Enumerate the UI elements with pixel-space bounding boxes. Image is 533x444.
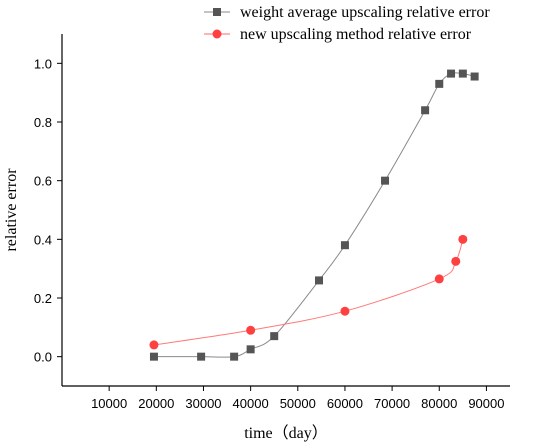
- data-point-weight-average: [447, 69, 456, 78]
- y-tick-label: 0.2: [34, 291, 52, 306]
- x-tick-label: 40000: [233, 396, 269, 411]
- series-layer: [149, 69, 479, 361]
- data-point-weight-average: [197, 352, 206, 361]
- series-line-new-upscaling: [153, 239, 464, 346]
- y-tick-label: 0.8: [34, 115, 52, 130]
- legend-item-new-upscaling: new upscaling method relative error: [204, 26, 472, 43]
- legend-marker-weight-average: [213, 8, 221, 16]
- x-tick-label: 60000: [327, 396, 363, 411]
- legend: weight average upscaling relative error …: [204, 4, 490, 43]
- y-tick-label: 0.6: [34, 174, 52, 189]
- data-point-weight-average: [315, 276, 324, 285]
- x-tick-label: 30000: [185, 396, 221, 411]
- y-tick-label: 1.0: [34, 56, 52, 71]
- legend-marker-new-upscaling: [212, 29, 222, 39]
- y-tick-label: 0.4: [34, 232, 52, 247]
- data-point-weight-average: [270, 332, 279, 341]
- legend-label-new-upscaling: new upscaling method relative error: [240, 26, 472, 43]
- data-point-weight-average: [381, 176, 390, 185]
- x-ticks: 10000 20000 30000 40000 50000 60000 70000 80000…: [91, 386, 504, 411]
- data-point-new-upscaling: [340, 306, 350, 316]
- data-point-weight-average: [458, 69, 467, 78]
- legend-label-weight-average: weight average upscaling relative error: [240, 4, 490, 21]
- y-tick-label: 0.0: [34, 350, 52, 365]
- x-tick-label: 50000: [280, 396, 316, 411]
- legend-item-weight-average: weight average upscaling relative error: [204, 4, 490, 21]
- x-axis-title: time（day）: [244, 424, 328, 442]
- x-tick-label: 20000: [138, 396, 174, 411]
- data-point-new-upscaling: [246, 325, 256, 335]
- x-tick-label: 90000: [468, 396, 504, 411]
- data-point-weight-average: [421, 106, 430, 115]
- x-tick-label: 10000: [91, 396, 127, 411]
- data-point-weight-average: [470, 72, 479, 81]
- data-point-weight-average: [230, 352, 239, 361]
- y-ticks: 0.0 0.2 0.4 0.6 0.8 1.0: [34, 56, 62, 365]
- data-point-weight-average: [435, 79, 444, 88]
- data-point-weight-average: [340, 241, 349, 250]
- series-line-weight-average: [153, 72, 475, 358]
- data-point-weight-average: [246, 345, 255, 354]
- data-point-new-upscaling: [451, 256, 461, 266]
- x-tick-label: 70000: [374, 396, 410, 411]
- data-point-weight-average: [149, 352, 158, 361]
- x-tick-label: 80000: [421, 396, 457, 411]
- data-point-new-upscaling: [458, 234, 468, 244]
- data-point-new-upscaling: [149, 340, 159, 350]
- data-point-new-upscaling: [434, 274, 444, 284]
- y-axis-title: relative error: [3, 168, 20, 252]
